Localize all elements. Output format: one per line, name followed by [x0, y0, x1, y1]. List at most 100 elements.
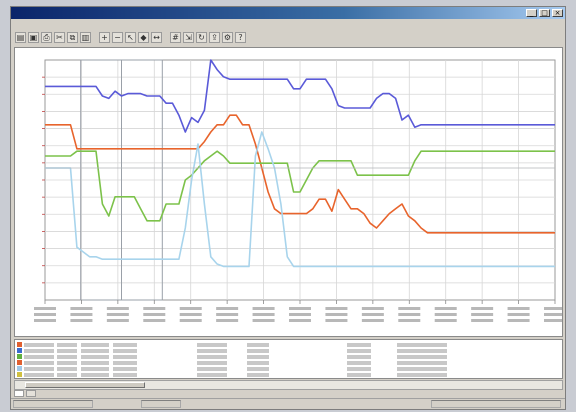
help-icon[interactable]: ?: [235, 32, 246, 43]
copy-icon[interactable]: ⧉: [67, 32, 78, 43]
x-tick-label: [289, 307, 311, 310]
x-tick-label: [70, 319, 93, 322]
tab-first[interactable]: [14, 390, 24, 397]
paste-icon[interactable]: ▥: [80, 32, 91, 43]
legend-cell: [247, 355, 269, 359]
legend-row[interactable]: [17, 342, 557, 348]
legend-cell: [57, 367, 77, 371]
legend-row[interactable]: [17, 366, 557, 372]
legend-cell: [197, 373, 227, 377]
legend-cell: [347, 343, 371, 347]
status-middle: [141, 400, 181, 408]
x-tick-label: [325, 307, 348, 310]
legend-cell: [113, 367, 137, 371]
x-tick-label: [106, 307, 129, 310]
fit-icon[interactable]: ⇲: [183, 32, 194, 43]
x-tick-label: [471, 307, 494, 310]
legend-cell: [113, 343, 137, 347]
legend-cell: [81, 373, 109, 377]
x-tick-label: [398, 307, 421, 310]
x-tick-label: [34, 307, 56, 310]
zoom-out-icon[interactable]: −: [112, 32, 123, 43]
legend-cell: [57, 355, 77, 359]
legend-swatch: [17, 342, 22, 347]
grid-icon[interactable]: #: [170, 32, 181, 43]
line-chart[interactable]: [15, 48, 566, 336]
legend-cell: [347, 361, 371, 365]
x-tick-label: [216, 313, 239, 316]
legend-row[interactable]: [17, 348, 557, 354]
close-button[interactable]: ×: [552, 9, 563, 17]
x-tick-label: [143, 307, 166, 310]
x-tick-label: [70, 313, 93, 316]
legend-swatch: [17, 360, 22, 365]
legend-cell: [81, 343, 109, 347]
toolbar-separator: [164, 32, 168, 43]
x-tick-label: [179, 307, 202, 310]
series-line: [45, 59, 555, 133]
legend-cell: [24, 367, 54, 371]
legend-row[interactable]: [17, 354, 557, 360]
minimize-button[interactable]: _: [526, 9, 537, 17]
legend-cell: [197, 343, 227, 347]
tab-second[interactable]: [26, 390, 36, 397]
legend-cell: [81, 349, 109, 353]
marker-icon[interactable]: ◆: [138, 32, 149, 43]
maximize-button[interactable]: □: [539, 9, 550, 17]
x-tick-label: [179, 313, 202, 316]
status-right: [431, 400, 561, 408]
x-tick-label: [361, 319, 384, 322]
legend-cell: [57, 349, 77, 353]
legend-cell: [397, 355, 447, 359]
refresh-icon[interactable]: ↻: [196, 32, 207, 43]
legend-cell: [81, 355, 109, 359]
status-left: [13, 400, 93, 408]
x-tick-label: [434, 307, 457, 310]
measure-icon[interactable]: ↔: [151, 32, 162, 43]
x-tick-label: [34, 319, 56, 322]
legend-row[interactable]: [17, 360, 557, 366]
x-tick-label: [70, 307, 93, 310]
x-tick-label: [34, 313, 56, 316]
legend-cell: [81, 367, 109, 371]
channel-legend: [14, 339, 563, 379]
print-icon[interactable]: ⎙: [41, 32, 52, 43]
x-tick-label: [398, 319, 421, 322]
legend-cell: [24, 373, 54, 377]
x-tick-label: [289, 319, 311, 322]
x-tick-label: [143, 319, 166, 322]
open-icon[interactable]: ▤: [15, 32, 26, 43]
legend-swatch: [17, 354, 22, 359]
x-tick-label: [434, 313, 457, 316]
horizontal-scrollbar[interactable]: [14, 380, 563, 390]
legend-swatch: [17, 348, 22, 353]
x-tick-label: [361, 307, 384, 310]
title-bar[interactable]: _ □ ×: [11, 7, 565, 19]
x-tick-label: [289, 313, 311, 316]
zoom-in-icon[interactable]: +: [99, 32, 110, 43]
cursor-icon[interactable]: ↖: [125, 32, 136, 43]
legend-cell: [24, 361, 54, 365]
x-tick-label: [471, 319, 494, 322]
legend-cell: [197, 361, 227, 365]
legend-cell: [247, 361, 269, 365]
legend-row[interactable]: [17, 372, 557, 378]
series-line: [45, 131, 555, 268]
legend-swatch: [17, 366, 22, 371]
x-tick-label: [507, 319, 530, 322]
legend-cell: [57, 343, 77, 347]
scrollbar-thumb[interactable]: [25, 382, 145, 388]
legend-cell: [247, 343, 269, 347]
export-icon[interactable]: ⇪: [209, 32, 220, 43]
x-tick-label: [361, 313, 384, 316]
status-bar: [11, 398, 565, 409]
legend-cell: [197, 355, 227, 359]
legend-cell: [347, 355, 371, 359]
settings-icon[interactable]: ⚙: [222, 32, 233, 43]
x-tick-label: [325, 319, 348, 322]
save-icon[interactable]: ▣: [28, 32, 39, 43]
cut-icon[interactable]: ✂: [54, 32, 65, 43]
sheet-tabs: [14, 390, 36, 397]
legend-cell: [397, 361, 447, 365]
legend-cell: [113, 373, 137, 377]
